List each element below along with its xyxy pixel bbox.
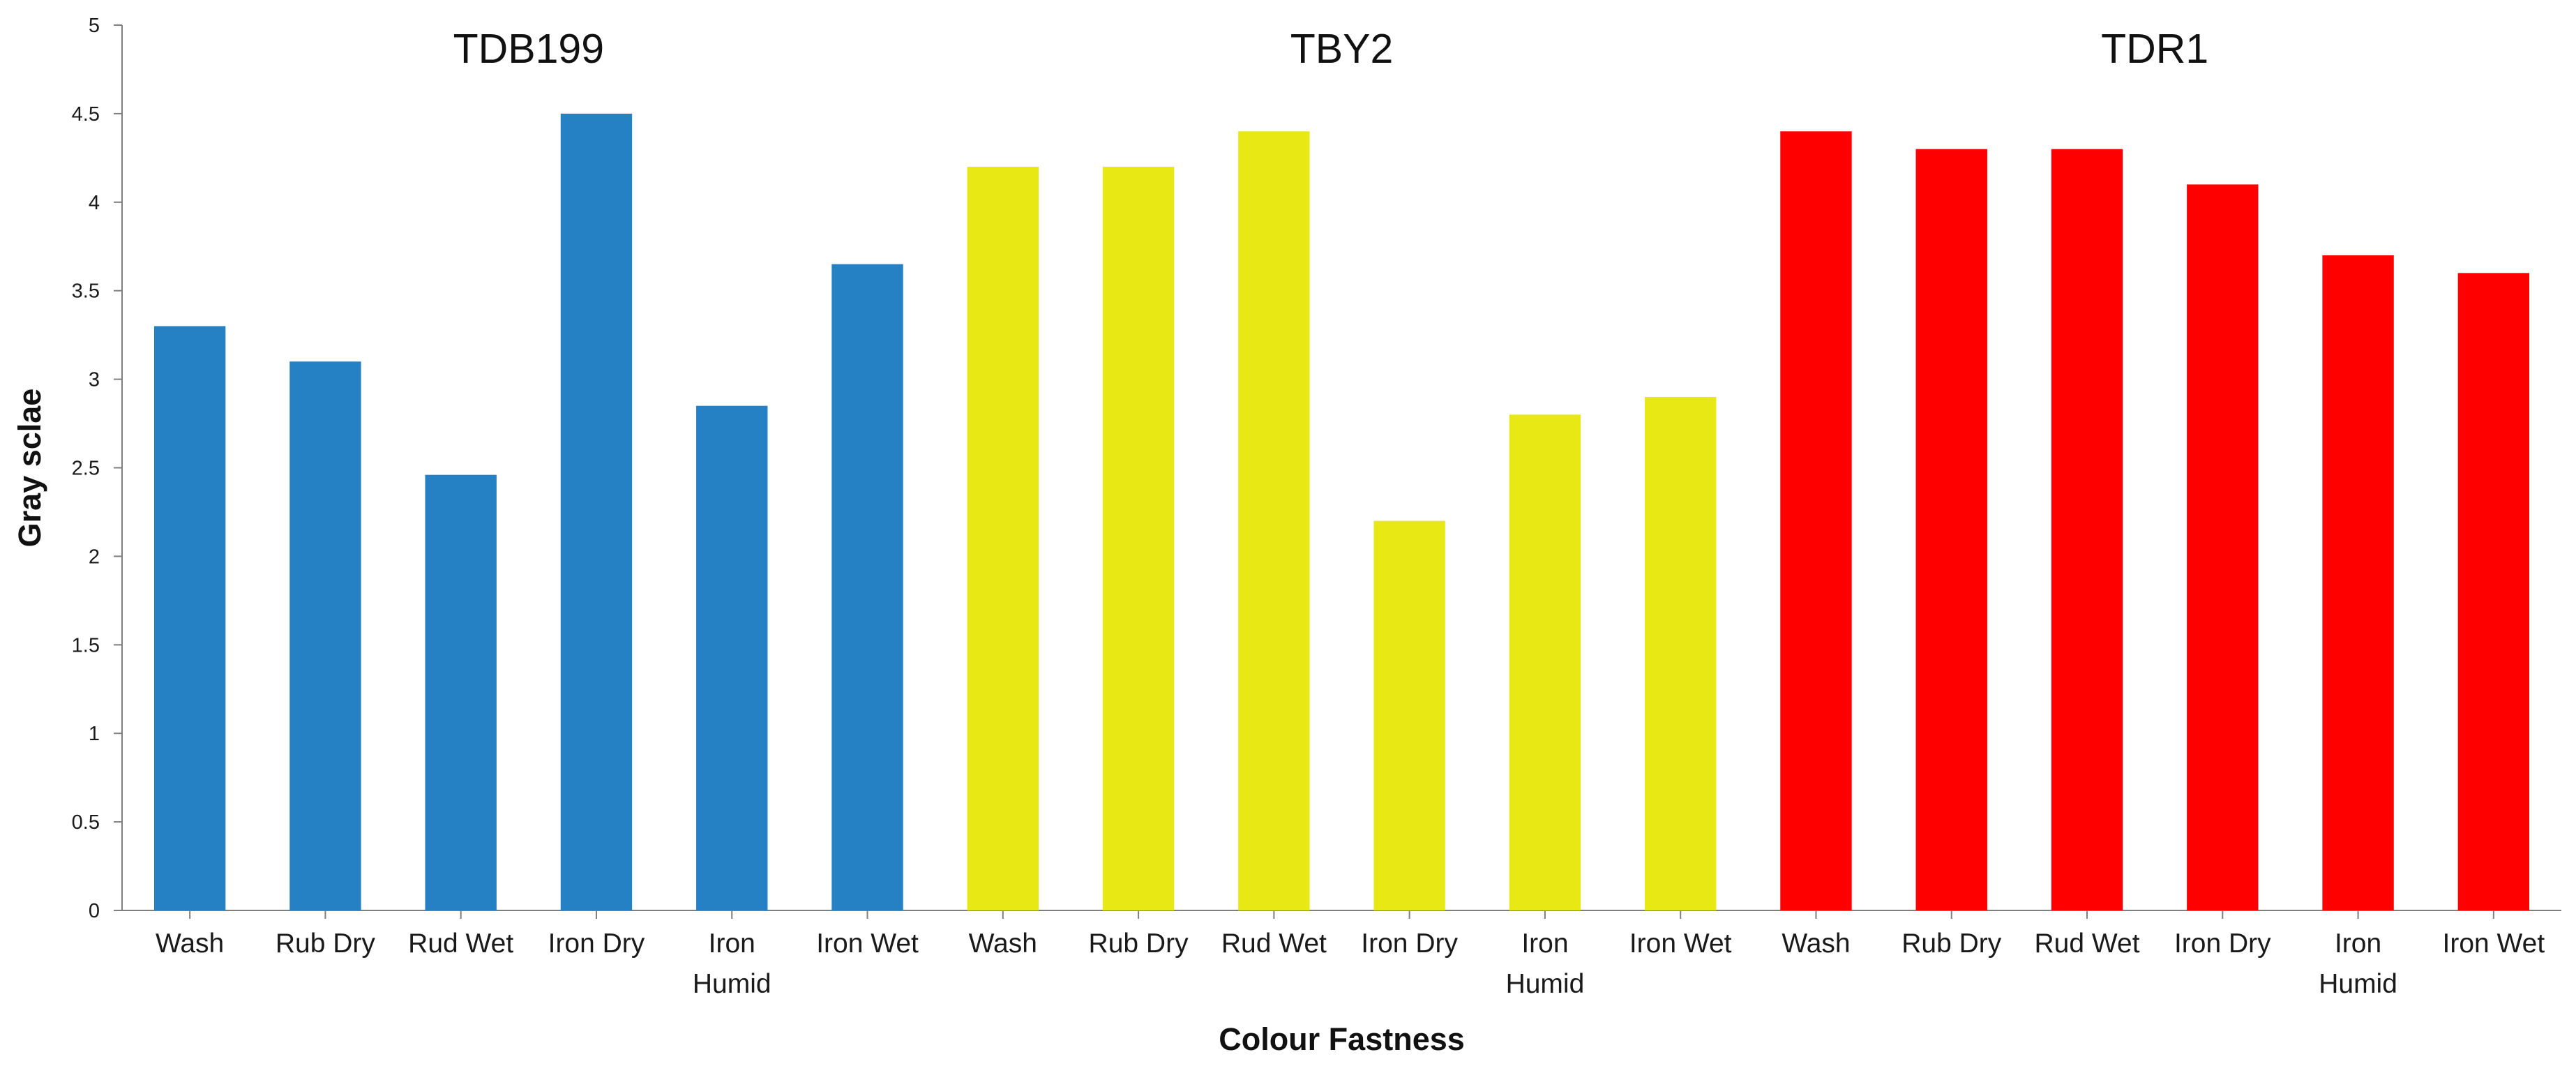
x-tick-label: Rub Dry xyxy=(1089,929,1189,959)
bar xyxy=(425,474,497,910)
bar xyxy=(1238,131,1310,910)
x-tick-label: Iron Humid xyxy=(2319,929,2397,999)
bars xyxy=(153,113,2530,911)
bar xyxy=(967,167,1039,910)
y-axis: 0 0.5 1 1.5 2 2.5 3 3.5 4 4.5 5 xyxy=(72,15,123,922)
y-tick-label: 4 xyxy=(89,192,100,214)
y-tick-label: 2 xyxy=(89,546,100,568)
x-tick-label: Iron Wet xyxy=(816,929,919,959)
x-tick-label: Iron Dry xyxy=(2174,929,2271,959)
x-tick-label: Rud Wet xyxy=(2035,929,2140,959)
bar xyxy=(831,264,903,910)
bar xyxy=(1102,167,1175,910)
category-labels: Wash Rub Dry Rud Wet Iron Dry Iron Humid Iron … xyxy=(156,929,2545,999)
x-tick-label: Iron Dry xyxy=(548,929,645,959)
x-tick-label: Iron Dry xyxy=(1361,929,1458,959)
y-tick-label: 2.5 xyxy=(72,458,100,480)
bar xyxy=(696,405,768,910)
bar xyxy=(289,361,361,910)
y-tick-label: 3.5 xyxy=(72,280,100,303)
bar xyxy=(2187,184,2259,910)
y-tick-label: 1 xyxy=(89,723,100,745)
x-tick-label: Iron Wet xyxy=(2443,929,2545,959)
y-tick-label: 5 xyxy=(89,15,100,37)
group-label: TDB199 xyxy=(453,26,604,72)
x-tick-label: Rub Dry xyxy=(276,929,376,959)
x-axis-title: Colour Fastness xyxy=(1219,1021,1465,1057)
bar xyxy=(2322,255,2394,910)
x-tick-label: Rud Wet xyxy=(1221,929,1327,959)
x-tick-label: Iron Humid xyxy=(693,929,771,999)
bar xyxy=(1915,149,1987,910)
x-tick-label: Rub Dry xyxy=(1901,929,2002,959)
y-tick-label: 0 xyxy=(89,900,100,922)
group-label: TDR1 xyxy=(2101,26,2208,72)
bar xyxy=(153,326,226,911)
y-tick-label: 3 xyxy=(89,369,100,391)
x-tick-label: Rud Wet xyxy=(408,929,513,959)
bar xyxy=(2051,149,2123,910)
bar xyxy=(560,113,633,910)
bar xyxy=(1645,396,1717,910)
group-label: TBY2 xyxy=(1290,26,1394,72)
bar xyxy=(1373,520,1445,910)
x-tick-label: Wash xyxy=(156,929,224,959)
bar xyxy=(1509,414,1581,910)
x-tick-label: Iron Wet xyxy=(1629,929,1732,959)
bar xyxy=(1780,131,1852,910)
y-tick-label: 1.5 xyxy=(72,634,100,656)
y-tick-label: 4.5 xyxy=(72,103,100,126)
bar xyxy=(2457,273,2530,910)
x-tick-label: Wash xyxy=(1782,929,1850,959)
group-labels: TDB199 TBY2 TDR1 xyxy=(453,26,2209,72)
y-axis-title: Gray sclae xyxy=(12,389,47,548)
x-tick-label: Iron Humid xyxy=(1506,929,1585,999)
y-tick-label: 0.5 xyxy=(72,811,100,834)
x-axis xyxy=(122,910,2561,919)
x-tick-label: Wash xyxy=(969,929,1037,959)
